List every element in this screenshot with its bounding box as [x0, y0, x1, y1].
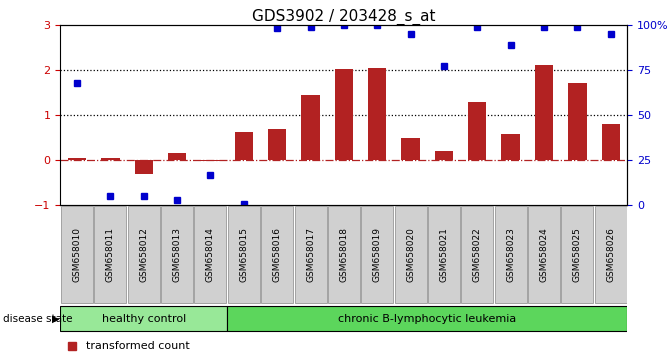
- FancyBboxPatch shape: [361, 206, 393, 303]
- Bar: [601, 124, 620, 160]
- Text: GSM658026: GSM658026: [606, 227, 615, 282]
- Text: GSM658017: GSM658017: [306, 227, 315, 282]
- Bar: [68, 158, 87, 160]
- Text: GSM658013: GSM658013: [172, 227, 182, 282]
- Text: ▶: ▶: [52, 314, 60, 324]
- FancyBboxPatch shape: [161, 206, 193, 303]
- Bar: [235, 132, 253, 160]
- FancyBboxPatch shape: [195, 206, 227, 303]
- FancyBboxPatch shape: [461, 206, 493, 303]
- FancyBboxPatch shape: [228, 206, 260, 303]
- FancyBboxPatch shape: [528, 206, 560, 303]
- Text: healthy control: healthy control: [101, 314, 186, 324]
- FancyBboxPatch shape: [60, 306, 227, 331]
- Text: transformed count: transformed count: [86, 341, 190, 351]
- Bar: [501, 134, 520, 160]
- Bar: [568, 84, 586, 160]
- FancyBboxPatch shape: [395, 206, 427, 303]
- Text: GSM658014: GSM658014: [206, 227, 215, 282]
- Text: GSM658023: GSM658023: [506, 227, 515, 282]
- Text: GSM658019: GSM658019: [372, 227, 382, 282]
- FancyBboxPatch shape: [328, 206, 360, 303]
- FancyBboxPatch shape: [495, 206, 527, 303]
- Text: GSM658010: GSM658010: [72, 227, 82, 282]
- FancyBboxPatch shape: [428, 206, 460, 303]
- FancyBboxPatch shape: [295, 206, 327, 303]
- Bar: [301, 95, 319, 160]
- Bar: [101, 158, 119, 160]
- Bar: [201, 160, 219, 161]
- FancyBboxPatch shape: [227, 306, 627, 331]
- Text: disease state: disease state: [3, 314, 73, 324]
- Text: chronic B-lymphocytic leukemia: chronic B-lymphocytic leukemia: [338, 314, 517, 324]
- Text: GSM658012: GSM658012: [140, 227, 148, 282]
- Bar: [435, 151, 453, 160]
- Bar: [368, 68, 386, 160]
- FancyBboxPatch shape: [95, 206, 126, 303]
- FancyBboxPatch shape: [127, 206, 160, 303]
- Bar: [335, 69, 353, 160]
- Text: GSM658015: GSM658015: [240, 227, 248, 282]
- FancyBboxPatch shape: [61, 206, 93, 303]
- FancyBboxPatch shape: [595, 206, 627, 303]
- Text: GSM658016: GSM658016: [272, 227, 282, 282]
- Bar: [468, 102, 486, 160]
- Bar: [535, 65, 553, 160]
- Text: GSM658020: GSM658020: [406, 227, 415, 282]
- Text: GSM658021: GSM658021: [440, 227, 448, 282]
- Bar: [401, 138, 420, 160]
- Text: GSM658024: GSM658024: [539, 228, 548, 282]
- Text: GSM658011: GSM658011: [106, 227, 115, 282]
- Text: GSM658022: GSM658022: [473, 228, 482, 282]
- Text: GSM658025: GSM658025: [573, 227, 582, 282]
- Bar: [135, 160, 153, 174]
- FancyBboxPatch shape: [261, 206, 293, 303]
- Text: GSM658018: GSM658018: [340, 227, 348, 282]
- Bar: [268, 130, 287, 160]
- FancyBboxPatch shape: [562, 206, 593, 303]
- Title: GDS3902 / 203428_s_at: GDS3902 / 203428_s_at: [252, 8, 435, 25]
- Bar: [168, 153, 187, 160]
